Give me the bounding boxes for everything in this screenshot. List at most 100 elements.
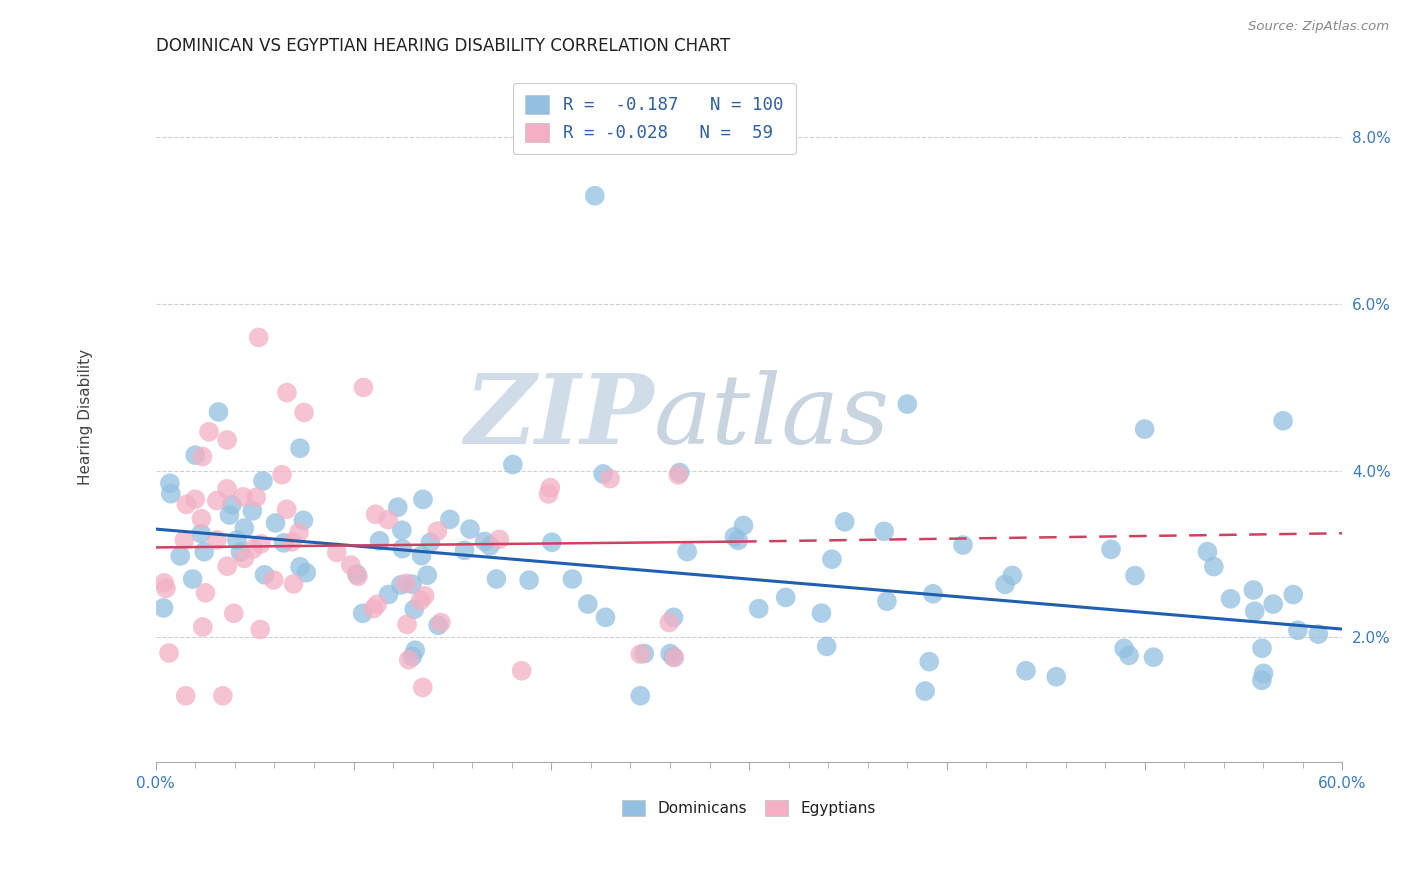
Point <box>541 535 564 549</box>
Point <box>276 502 298 516</box>
Point <box>271 467 294 482</box>
Point <box>176 497 198 511</box>
Point <box>159 476 181 491</box>
Point <box>401 577 423 591</box>
Point <box>387 500 409 515</box>
Point <box>748 601 770 615</box>
Point <box>538 481 561 495</box>
Point <box>233 521 256 535</box>
Point <box>364 508 387 522</box>
Point <box>190 526 212 541</box>
Point <box>389 578 412 592</box>
Point <box>922 587 945 601</box>
Point <box>427 618 450 632</box>
Point <box>1219 591 1241 606</box>
Point <box>595 610 617 624</box>
Point <box>453 543 475 558</box>
Point <box>1308 627 1330 641</box>
Point <box>658 615 681 630</box>
Point <box>245 491 267 505</box>
Point <box>1263 597 1285 611</box>
Point <box>599 472 621 486</box>
Point <box>205 533 228 547</box>
Point <box>775 591 797 605</box>
Point <box>398 653 420 667</box>
Point <box>207 405 229 419</box>
Point <box>366 597 388 611</box>
Point <box>1133 422 1156 436</box>
Point <box>1123 568 1146 582</box>
Point <box>229 545 252 559</box>
Point <box>391 541 413 556</box>
Point <box>232 490 254 504</box>
Point <box>896 397 918 411</box>
Point <box>276 385 298 400</box>
Point <box>633 647 655 661</box>
Point <box>662 650 685 665</box>
Point <box>217 433 239 447</box>
Point <box>288 559 311 574</box>
Point <box>273 536 295 550</box>
Point <box>1045 670 1067 684</box>
Point <box>194 586 217 600</box>
Point <box>1251 641 1274 656</box>
Point <box>377 588 399 602</box>
Point <box>485 572 508 586</box>
Point <box>666 467 689 482</box>
Point <box>292 513 315 527</box>
Point <box>1286 624 1309 638</box>
Point <box>502 458 524 472</box>
Point <box>391 523 413 537</box>
Point <box>834 515 856 529</box>
Point <box>264 516 287 530</box>
Point <box>873 524 896 539</box>
Point <box>222 607 245 621</box>
Point <box>419 535 441 549</box>
Point <box>157 646 180 660</box>
Point <box>217 559 239 574</box>
Point <box>395 576 418 591</box>
Point <box>249 623 271 637</box>
Point <box>727 533 749 548</box>
Point <box>1114 641 1136 656</box>
Legend: Dominicans, Egyptians: Dominicans, Egyptians <box>614 792 883 824</box>
Point <box>628 647 651 661</box>
Point <box>1202 559 1225 574</box>
Point <box>211 689 233 703</box>
Point <box>252 474 274 488</box>
Point <box>152 601 174 615</box>
Point <box>583 188 606 202</box>
Point <box>242 541 264 556</box>
Point <box>247 330 270 344</box>
Point <box>918 655 941 669</box>
Point <box>215 482 238 496</box>
Point <box>664 650 686 665</box>
Point <box>263 573 285 587</box>
Point <box>821 552 844 566</box>
Point <box>288 525 311 540</box>
Point <box>401 649 423 664</box>
Point <box>404 643 426 657</box>
Point <box>181 572 204 586</box>
Point <box>659 647 682 661</box>
Point <box>411 549 433 563</box>
Point <box>396 617 419 632</box>
Point <box>283 577 305 591</box>
Point <box>416 568 439 582</box>
Point <box>430 615 453 630</box>
Point <box>173 533 195 548</box>
Point <box>723 530 745 544</box>
Point <box>561 572 583 586</box>
Point <box>478 539 501 553</box>
Point <box>426 524 449 538</box>
Point <box>676 544 699 558</box>
Point <box>1243 604 1265 618</box>
Point <box>153 575 176 590</box>
Point <box>1001 568 1024 582</box>
Point <box>413 589 436 603</box>
Point <box>810 606 832 620</box>
Point <box>377 512 399 526</box>
Text: ZIP: ZIP <box>464 369 654 464</box>
Text: Source: ZipAtlas.com: Source: ZipAtlas.com <box>1249 20 1389 33</box>
Point <box>169 549 191 563</box>
